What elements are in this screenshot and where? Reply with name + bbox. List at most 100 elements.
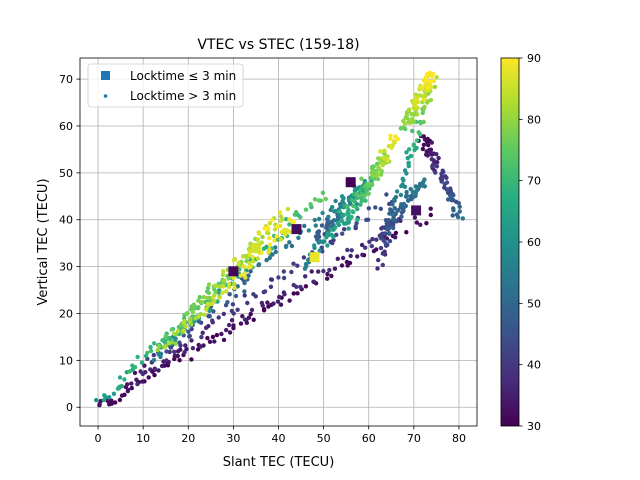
data-point: [125, 382, 130, 387]
data-point: [203, 307, 209, 312]
data-point: [221, 284, 226, 289]
data-point: [400, 176, 405, 181]
data-point: [152, 366, 157, 371]
data-point: [320, 239, 325, 245]
data-point: [427, 70, 432, 76]
data-point: [267, 242, 272, 247]
data-point: [199, 334, 204, 340]
data-point: [224, 327, 229, 333]
data-point: [132, 370, 138, 376]
data-point: [129, 381, 134, 386]
data-point: [231, 323, 236, 328]
data-point: [412, 215, 418, 220]
data-point: [387, 231, 392, 236]
data-point: [224, 289, 229, 294]
square-data-point: [228, 266, 239, 277]
data-point: [369, 166, 375, 171]
x-tick-label: 10: [136, 432, 150, 445]
data-point: [264, 230, 270, 235]
data-point: [214, 332, 220, 338]
data-point: [134, 377, 139, 382]
data-point: [320, 210, 325, 216]
data-point: [333, 225, 338, 230]
square-data-point: [411, 205, 422, 216]
y-tick-label: 20: [59, 307, 73, 320]
x-tick-label: 0: [95, 432, 102, 445]
data-point: [406, 161, 411, 166]
data-point: [381, 155, 386, 161]
data-point: [251, 292, 256, 297]
colorbar-gradient: [501, 58, 519, 426]
data-point: [352, 188, 358, 193]
data-point: [278, 218, 284, 223]
data-point: [345, 204, 350, 209]
data-point: [409, 111, 414, 117]
data-point: [211, 309, 216, 314]
data-point: [245, 300, 250, 306]
data-point: [220, 272, 226, 277]
data-point: [316, 231, 321, 236]
data-point: [287, 217, 292, 222]
data-point: [332, 266, 338, 271]
data-point: [156, 343, 162, 349]
y-tick-label: 70: [59, 73, 73, 86]
data-point: [431, 79, 437, 84]
data-point: [340, 231, 345, 236]
data-point: [414, 188, 419, 194]
data-point: [140, 379, 145, 384]
y-tick-label: 0: [66, 401, 73, 414]
data-point: [260, 234, 265, 240]
data-point: [340, 255, 346, 261]
data-point: [115, 386, 121, 391]
data-point: [365, 217, 371, 222]
data-point: [376, 257, 381, 263]
data-point: [422, 177, 427, 182]
data-point: [362, 193, 367, 199]
data-point: [268, 284, 274, 289]
square-data-point: [250, 242, 261, 253]
data-point: [201, 294, 207, 300]
data-point: [398, 192, 404, 198]
data-point: [337, 209, 343, 214]
data-point: [412, 147, 417, 153]
data-point: [139, 360, 145, 365]
data-point: [273, 249, 278, 255]
data-point: [185, 310, 190, 316]
legend-square-marker: [101, 71, 110, 80]
data-point: [367, 239, 372, 244]
data-point: [392, 139, 397, 144]
data-point: [290, 219, 295, 225]
data-point: [235, 307, 240, 312]
data-point: [226, 322, 232, 328]
data-point: [346, 226, 351, 231]
data-point: [422, 104, 427, 110]
data-point: [457, 209, 462, 214]
data-point: [285, 206, 291, 212]
data-point: [196, 319, 201, 324]
data-point: [222, 278, 227, 283]
data-point: [418, 222, 423, 227]
data-point: [402, 121, 408, 126]
data-point: [422, 137, 428, 142]
data-point: [226, 276, 231, 281]
data-point: [319, 223, 325, 228]
data-point: [348, 253, 353, 259]
data-point: [422, 97, 427, 103]
data-point: [388, 136, 393, 142]
data-point: [383, 231, 388, 236]
data-point: [164, 349, 169, 354]
data-point: [395, 208, 400, 213]
data-point: [111, 391, 117, 396]
data-point: [197, 295, 202, 300]
data-point: [428, 212, 433, 218]
y-axis-ticks: 0 10 20 30 40 50 60 70: [59, 73, 80, 414]
data-point: [359, 176, 364, 181]
data-point: [151, 352, 156, 358]
data-point: [278, 214, 284, 219]
data-point: [428, 206, 433, 211]
data-point: [298, 214, 303, 220]
data-point: [166, 341, 172, 346]
data-point: [238, 321, 244, 326]
x-tick-label: 30: [226, 432, 240, 445]
data-point: [113, 400, 118, 405]
